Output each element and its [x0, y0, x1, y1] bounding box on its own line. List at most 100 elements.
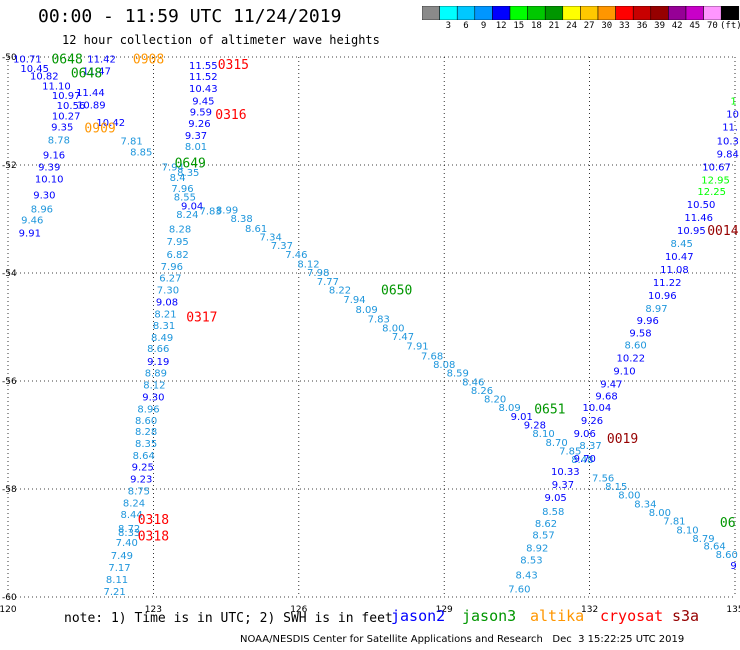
wave-height-value: 11.47	[82, 66, 111, 77]
lon-tick-label: 123	[145, 605, 162, 615]
lat-tick-label: -56	[2, 377, 17, 387]
wave-height-value: 9.46	[21, 215, 43, 226]
wave-height-value: 10.67	[702, 162, 731, 173]
wave-height-value: 8.70	[546, 438, 568, 449]
wave-height-value: 10.43	[189, 84, 218, 95]
wave-height-value: 8.64	[133, 451, 155, 462]
wave-height-value: 8.26	[471, 386, 493, 397]
wave-height-value: 7.95	[167, 237, 189, 248]
wave-height-value: 8.64	[704, 541, 726, 552]
wave-height-value: 9.39	[38, 162, 60, 173]
wave-height-value: 7.47	[392, 332, 414, 343]
wave-height-value: 9.19	[147, 357, 169, 368]
wave-height-value: 9	[730, 561, 736, 572]
satellite-legend-altika: altika	[530, 607, 585, 625]
colorbar	[422, 6, 740, 20]
satellite-legend-cryosat: cryosat	[600, 607, 664, 625]
wave-height-value: 9.84	[717, 149, 739, 160]
wave-height-value: 8.48	[571, 455, 593, 466]
wave-height-value: 9.05	[545, 493, 567, 504]
colorbar-label: 6	[463, 21, 469, 31]
wave-height-value: 9.45	[192, 97, 214, 108]
wave-height-value: 11.42	[87, 54, 116, 65]
colorbar-label: 9	[480, 21, 487, 31]
pass-time-label: 0649	[175, 157, 206, 172]
wave-height-value: 8.53	[520, 556, 542, 567]
wave-height-value: 9.35	[51, 122, 73, 133]
wave-height-value: 8.99	[216, 206, 238, 217]
wave-height-value: 8.21	[154, 309, 176, 320]
wave-height-value: 7.77	[317, 277, 339, 288]
wave-height-value: 10.04	[583, 403, 612, 414]
wave-height-value: 8.12	[297, 260, 319, 271]
wave-height-value: 9.26	[581, 416, 603, 427]
wave-height-value: 8.61	[245, 224, 267, 235]
wave-height-value: 10.50	[687, 200, 716, 211]
lat-tick-label: -60	[2, 593, 17, 603]
wave-height-value: 9.59	[190, 107, 212, 118]
colorbar-label: 21	[548, 21, 560, 31]
wave-height-value: 9.26	[188, 119, 210, 130]
pass-time-label: 0908	[133, 52, 164, 67]
footer-credit: NOAA/NESDIS Center for Satellite Applica…	[240, 634, 685, 645]
pass-time-label: 0316	[215, 108, 246, 123]
wave-height-value: 9.10	[613, 367, 635, 378]
wave-height-value: 8.79	[692, 534, 714, 545]
colorbar-label: (ft)	[720, 21, 740, 31]
wave-height-value: 1	[730, 97, 736, 108]
wave-height-value: 7.94	[343, 295, 365, 306]
wave-height-value: 8.24	[176, 210, 198, 221]
wave-height-value: 8.44	[120, 510, 142, 521]
wave-height-value: 10.95	[677, 226, 706, 237]
wave-height-value: 11.08	[660, 265, 689, 276]
wave-height-value: 8.85	[130, 147, 152, 158]
wave-height-value: 9.28	[524, 421, 546, 432]
wave-height-value: 8.55	[174, 193, 196, 204]
wave-height-value: 10.3	[717, 136, 739, 147]
wave-height-value: 10.89	[77, 100, 106, 111]
wave-height-value: 7.56	[592, 473, 614, 484]
wave-height-value: 10.82	[30, 72, 59, 83]
wave-height-value: 8.12	[143, 381, 165, 392]
wave-height-value: 8.09	[356, 305, 378, 316]
wave-height-value: 8.28	[135, 427, 157, 438]
wave-height-value: 8.31	[153, 321, 175, 332]
satellite-legend-jason2: jason2	[391, 607, 446, 625]
wave-height-value: 11.55	[189, 61, 218, 72]
wave-height-value: 8.46	[462, 377, 484, 388]
wave-height-value: 7.30	[157, 286, 179, 297]
pass-time-label: 0648	[51, 52, 82, 67]
wave-height-value: 8.60	[625, 341, 647, 352]
wave-height-value: 9.37	[185, 131, 207, 142]
wave-height-value: 8.33	[118, 528, 140, 539]
pass-time-label: 0650	[381, 284, 412, 299]
wave-height-value: 9.01	[511, 412, 533, 423]
wave-height-value: 8.28	[169, 225, 191, 236]
pass-time-label: 0909	[84, 122, 115, 137]
wave-height-value: 9.23	[130, 475, 152, 486]
wave-height-value: 8.01	[185, 142, 207, 153]
wave-height-value: 7.34	[260, 233, 282, 244]
map-subtitle: 12 hour collection of altimeter wave hei…	[62, 33, 380, 47]
colorbar-label: 45	[689, 21, 701, 31]
wave-height-value: 8.72	[118, 524, 140, 535]
wave-height-value: 7.94	[162, 162, 184, 173]
wave-height-value: 10.42	[96, 118, 125, 129]
wave-height-value: 8.60	[135, 416, 157, 427]
wave-height-value: 11.10	[42, 81, 71, 92]
wave-height-value: 9.37	[552, 480, 574, 491]
wave-height-value: 8.09	[498, 403, 520, 414]
wave-height-value: 9.06	[574, 429, 596, 440]
wave-height-value: 8.60	[716, 550, 738, 561]
wave-height-value: 7.98	[307, 268, 329, 279]
wave-height-value: 8.62	[535, 519, 557, 530]
wave-height-value: 9.04	[181, 201, 203, 212]
wave-height-value: 10.71	[13, 54, 42, 65]
wave-height-value: 10.45	[20, 64, 49, 75]
lon-tick-label: 129	[436, 605, 453, 615]
wave-height-value: 7.91	[406, 342, 428, 353]
wave-height-value: 8.57	[532, 531, 554, 542]
pass-time-label: 0318	[138, 529, 169, 544]
wave-height-value: 7.96	[161, 262, 183, 273]
